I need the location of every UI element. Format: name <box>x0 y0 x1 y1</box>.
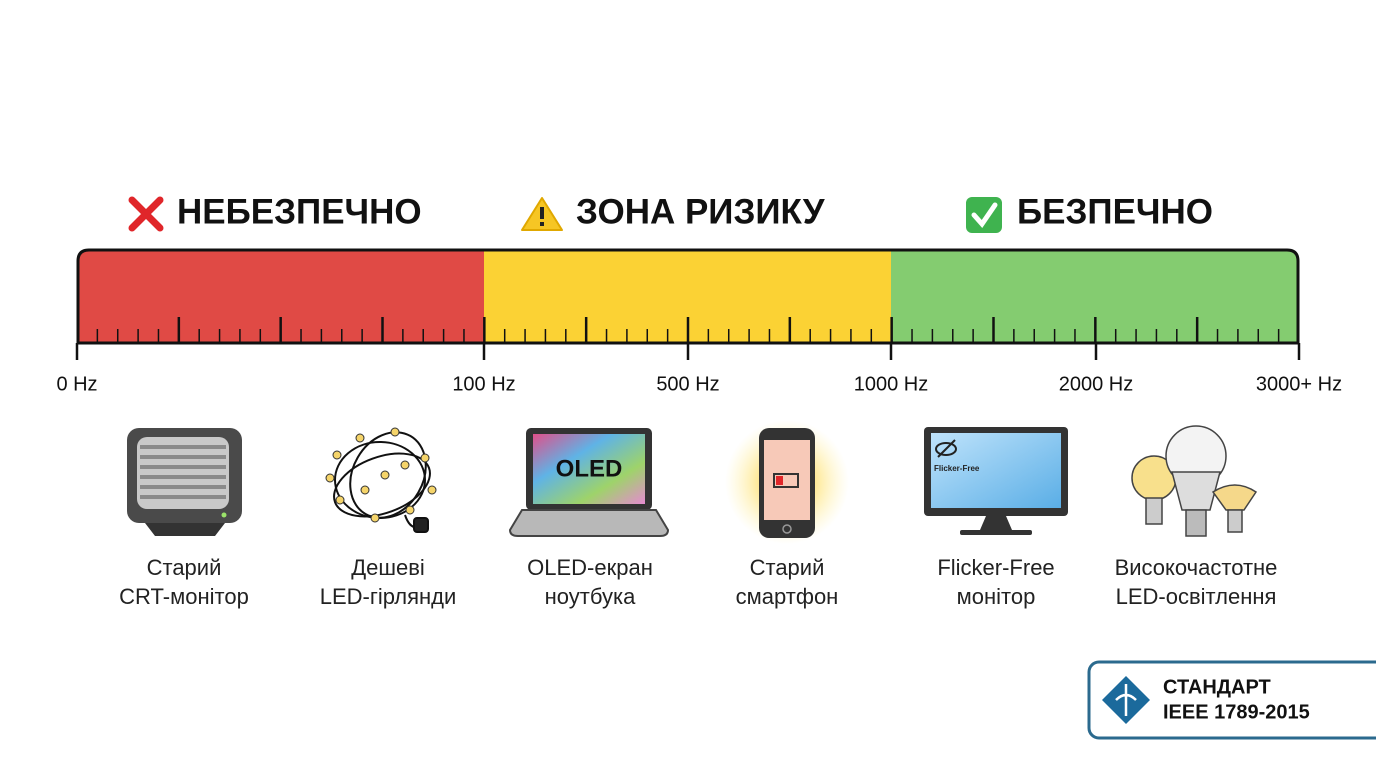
scale-label: 0 Hz <box>56 373 97 395</box>
device-caption: OLED-екран <box>527 555 653 580</box>
device-caption: Високочастотне <box>1115 555 1278 580</box>
scale-label: 3000+ Hz <box>1256 373 1342 395</box>
plug <box>413 517 429 533</box>
frequency-bar <box>76 248 1300 345</box>
phone-icon <box>725 420 849 544</box>
screen-text: OLED <box>556 455 623 482</box>
device-caption: Старий <box>147 555 222 580</box>
crt-stand <box>145 523 225 536</box>
wire <box>349 431 427 519</box>
zone-title: БЕЗПЕЧНО <box>1017 192 1213 231</box>
device-caption: LED-гірлянди <box>320 584 457 609</box>
phone-screen <box>764 440 810 520</box>
scale-label: 100 Hz <box>452 373 515 395</box>
scale-label: 1000 Hz <box>854 373 929 395</box>
battery-level <box>776 476 783 485</box>
check-icon <box>966 197 1002 233</box>
zone-title: НЕБЕЗПЕЧНО <box>177 192 422 231</box>
ticks <box>96 317 1280 343</box>
screen-text: Flicker-Free <box>934 464 980 473</box>
monitor-stand <box>960 530 1032 535</box>
battery <box>773 473 799 488</box>
device-caption: монітор <box>957 584 1036 609</box>
warning-dot <box>540 222 544 226</box>
bulb-base <box>1145 497 1163 525</box>
badge-line: СТАНДАРТ <box>1163 676 1271 698</box>
cross-icon <box>128 196 164 232</box>
scale-labels: 0 Hz 100 Hz 500 Hz 1000 Hz 2000 Hz 3000+ Hz <box>56 343 1342 395</box>
monitor-neck <box>980 516 1012 530</box>
monitor-icon: Flicker-Free <box>924 427 1068 535</box>
device-caption: Старий <box>750 555 825 580</box>
home-button <box>782 524 792 534</box>
eye <box>935 442 957 456</box>
device-caption: Flicker-Free <box>937 555 1054 580</box>
badge-frame <box>1087 660 1376 740</box>
wire <box>333 452 431 518</box>
device-caption: ноутбука <box>545 584 636 609</box>
bulb-base <box>1185 509 1207 537</box>
bar-outline <box>76 248 1300 343</box>
device-caption: LED-освітлення <box>1116 584 1277 609</box>
laptop-icon: OLED <box>508 428 670 537</box>
standard-badge: СТАНДАРТ IEEE 1789-2015 <box>1087 660 1376 740</box>
laptop-base <box>508 509 670 537</box>
check-mark <box>971 202 998 229</box>
crt-icon <box>127 428 242 536</box>
bulb-base <box>1227 509 1243 533</box>
ieee-logo-mark <box>1115 684 1137 716</box>
led <box>221 512 227 518</box>
laptop-screen <box>533 434 645 504</box>
device-caption: CRT-монітор <box>119 584 249 609</box>
eye-strike <box>937 439 956 458</box>
zone-title: ЗОНА РИЗИКУ <box>576 192 826 231</box>
device-caption: Дешеві <box>351 555 425 580</box>
bulbs-icon <box>1131 425 1258 537</box>
warning-mark <box>540 207 544 219</box>
badge-line: IEEE 1789-2015 <box>1163 701 1310 723</box>
bulb <box>1211 484 1258 511</box>
scale-label: 2000 Hz <box>1059 373 1134 395</box>
device-captions: Старий CRT-монітор Дешеві LED-гірлянди OLED-… <box>119 555 1277 609</box>
garland-icon <box>325 427 437 533</box>
scale-label: 500 Hz <box>656 373 719 395</box>
device-caption: смартфон <box>736 584 839 609</box>
scanlines <box>140 445 226 499</box>
bulb-body <box>1171 471 1221 511</box>
zone-header: НЕБЕЗПЕЧНО ЗОНА РИЗИКУ БЕЗПЕЧНО <box>128 192 1213 233</box>
